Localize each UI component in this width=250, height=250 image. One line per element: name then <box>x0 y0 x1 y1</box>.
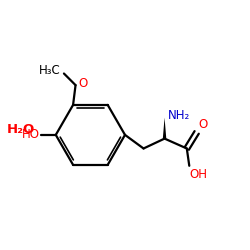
Text: O: O <box>198 118 207 131</box>
Text: H₂O: H₂O <box>7 124 35 136</box>
Text: O: O <box>78 78 88 90</box>
Text: NH₂: NH₂ <box>168 109 190 122</box>
Text: HO: HO <box>22 128 40 141</box>
Text: OH: OH <box>190 168 208 181</box>
Text: H₃C: H₃C <box>39 64 61 77</box>
Polygon shape <box>163 118 166 139</box>
